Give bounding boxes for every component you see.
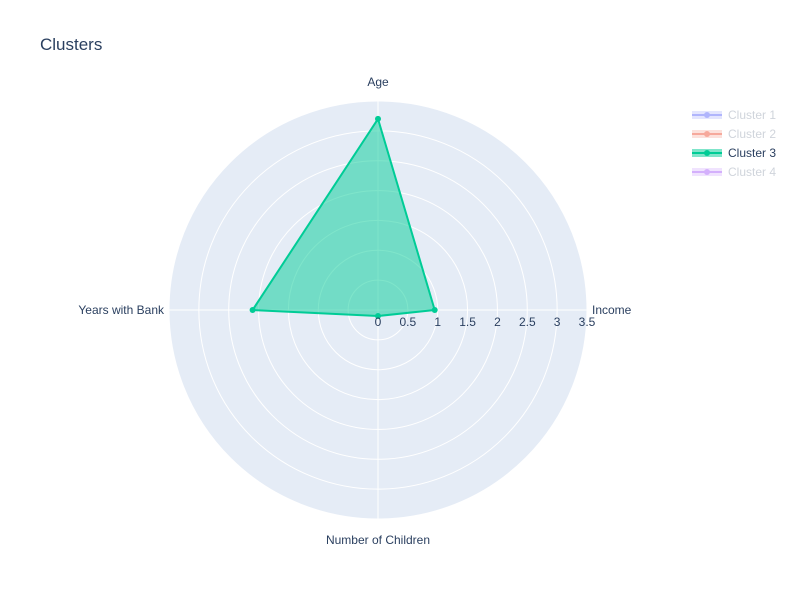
legend-item[interactable]: Cluster 2 [692, 127, 776, 141]
series-layer [249, 115, 438, 319]
legend: Cluster 1 Cluster 2 Cluster 3 Cluster 4 [692, 108, 776, 179]
axis-label: Income [592, 303, 632, 317]
radial-tick-label: 1.5 [459, 315, 476, 329]
legend-label: Cluster 1 [728, 108, 776, 122]
legend-label: Cluster 2 [728, 127, 776, 141]
radial-tick-label: 3.5 [579, 315, 596, 329]
legend-label: Cluster 4 [728, 165, 776, 179]
legend-marker [704, 169, 710, 175]
radial-tick-label: 2.5 [519, 315, 536, 329]
axis-label: Age [367, 75, 389, 89]
series-point [375, 312, 381, 319]
radial-tick-label: 0 [375, 315, 382, 329]
chart-title: Clusters [40, 35, 102, 54]
legend-item[interactable]: Cluster 3 [692, 146, 776, 160]
radial-axis-ticks: 0 0.5 1 1.5 2 2.5 3 3.5 [375, 315, 596, 329]
axis-label: Number of Children [326, 533, 430, 547]
legend-label: Cluster 3 [728, 146, 776, 160]
legend-item[interactable]: Cluster 4 [692, 165, 776, 179]
radial-tick-label: 1 [434, 315, 441, 329]
series-point [375, 115, 381, 122]
radial-tick-label: 0.5 [400, 315, 417, 329]
legend-marker [704, 150, 710, 156]
legend-marker [704, 131, 710, 137]
series-point [431, 307, 438, 313]
legend-item[interactable]: Cluster 1 [692, 108, 776, 122]
angular-axis-labels: Age Income Number of Children Years with Ba… [78, 75, 631, 547]
legend-marker [704, 112, 710, 118]
axis-label: Years with Bank [78, 303, 165, 317]
series-point [249, 307, 256, 313]
radial-tick-label: 3 [554, 315, 561, 329]
radial-tick-label: 2 [494, 315, 501, 329]
